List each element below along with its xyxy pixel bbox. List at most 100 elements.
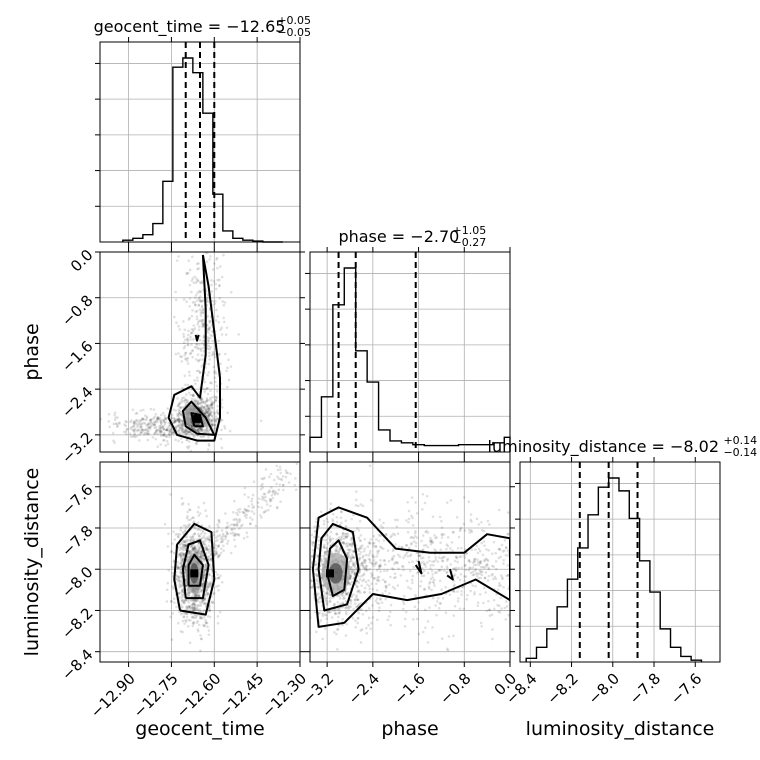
panel-geocent_time-vs-phase-point-578 xyxy=(171,419,175,423)
panel-geocent_time-vs-phase-point-1252 xyxy=(157,417,161,421)
panel-phase-vs-luminosity_distance-point-1314 xyxy=(355,594,359,597)
panel-geocent_time-vs-luminosity_distance-point-969 xyxy=(200,550,203,554)
panel-phase-vs-luminosity_distance-point-777 xyxy=(443,555,446,559)
panel-phase-vs-luminosity_distance-point-663 xyxy=(416,571,419,575)
panel-geocent_time-vs-luminosity_distance-point-510 xyxy=(201,540,205,544)
panel-phase-vs-luminosity_distance-point-1106 xyxy=(341,540,345,544)
panel-phase-vs-luminosity_distance-point-454 xyxy=(424,543,428,547)
panel-phase-vs-luminosity_distance-point-1404 xyxy=(358,602,361,606)
panel-geocent_time-vs-luminosity_distance-point-577 xyxy=(184,598,187,602)
panel-geocent_time-vs-luminosity_distance-point-882 xyxy=(206,549,210,552)
panel-geocent_time-vs-phase-point-39 xyxy=(162,431,166,435)
panel-geocent_time-vs-luminosity_distance-point-644 xyxy=(180,551,184,555)
panel-geocent_time-vs-luminosity_distance-point-293 xyxy=(179,591,183,594)
panel-phase-vs-luminosity_distance-point-1062 xyxy=(373,577,376,580)
panel-phase-vs-luminosity_distance-point-1060 xyxy=(362,558,366,562)
panel-phase-vs-luminosity_distance-point-243 xyxy=(407,561,411,564)
panel-geocent_time-vs-luminosity_distance-point-961 xyxy=(287,481,291,484)
panel-geocent_time-vs-phase-point-1353 xyxy=(166,407,170,410)
panel-geocent_time-vs-phase-point-1172 xyxy=(174,438,177,442)
panel-geocent_time-vs-phase-point-1046 xyxy=(178,409,181,413)
panel-phase-vs-luminosity_distance-point-1079 xyxy=(294,493,297,496)
panel-geocent_time-vs-phase-point-387 xyxy=(162,420,165,424)
panel-phase-vs-luminosity_distance-point-1051 xyxy=(464,563,467,567)
panel-phase-vs-luminosity_distance-point-1124 xyxy=(322,554,326,558)
panel-phase-vs-luminosity_distance-point-626 xyxy=(432,581,436,585)
panel-geocent_time-vs-luminosity_distance-point-504 xyxy=(196,544,199,547)
panel-phase-vs-luminosity_distance-point-209 xyxy=(487,599,490,603)
panel-phase-vs-luminosity_distance-point-104 xyxy=(494,560,498,563)
panel-geocent_time-vs-phase-point-330 xyxy=(180,413,183,416)
panel-phase-vs-luminosity_distance-point-860 xyxy=(363,561,367,564)
panel-geocent_time-vs-phase-point-421 xyxy=(190,331,193,335)
panel-geocent_time-vs-phase-point-1277 xyxy=(176,418,180,422)
panel-geocent_time-vs-phase-point-441 xyxy=(169,433,172,437)
panel-geocent_time-vs-phase-point-547 xyxy=(205,398,209,402)
panel-phase-vs-luminosity_distance-point-1587 xyxy=(483,558,486,562)
panel-geocent_time-vs-luminosity_distance-point-1259 xyxy=(201,553,205,557)
panel-geocent_time-vs-phase-point-1227 xyxy=(200,353,204,357)
panel-geocent_time-vs-phase-point-239 xyxy=(124,420,128,423)
panel-geocent_time-vs-phase-point-117 xyxy=(195,262,199,266)
panel-geocent_time-vs-phase-point-475 xyxy=(184,338,187,342)
panel-phase-vs-luminosity_distance-contour-3 xyxy=(414,560,423,575)
panel-geocent_time-vs-phase-point-105 xyxy=(177,420,181,424)
panel-geocent_time-vs-phase-point-630 xyxy=(210,402,214,405)
panel-geocent_time-vs-luminosity_distance-point-1251 xyxy=(193,548,196,551)
xtick-label-luminosity_distance-3: −7.8 xyxy=(626,670,664,708)
panel-geocent_time-vs-luminosity_distance-point-1003 xyxy=(200,550,204,554)
panel-geocent_time-vs-luminosity_distance-point-798 xyxy=(178,562,182,566)
panel-phase-vs-luminosity_distance-point-250 xyxy=(374,562,378,566)
panel-phase-vs-luminosity_distance-point-880 xyxy=(387,615,391,618)
panel-geocent_time-vs-phase-point-214 xyxy=(150,421,154,425)
panel-geocent_time-vs-luminosity_distance-point-837 xyxy=(281,475,285,478)
panel-geocent_time-vs-luminosity_distance-point-939 xyxy=(276,492,280,496)
panel-geocent_time-vs-luminosity_distance-point-1147 xyxy=(215,552,219,556)
panel-geocent_time-vs-phase-point-449 xyxy=(194,400,198,403)
panel-geocent_time-vs-phase-point-110 xyxy=(200,427,203,431)
panel-phase-vs-luminosity_distance-point-1477 xyxy=(424,530,428,534)
panel-geocent_time-vs-phase-point-1330 xyxy=(215,395,218,399)
panel-geocent_time-vs-phase-point-1376 xyxy=(207,407,210,411)
panel-geocent_time-vs-luminosity_distance-point-976 xyxy=(217,555,220,559)
panel-geocent_time-vs-luminosity_distance-point-241 xyxy=(278,483,282,486)
panel-geocent_time-vs-phase-point-719 xyxy=(177,226,180,229)
panel-phase-vs-luminosity_distance-point-1017 xyxy=(429,542,433,546)
panel-geocent_time-vs-luminosity_distance-point-549 xyxy=(184,544,188,548)
panel-geocent_time-vs-luminosity_distance-point-400 xyxy=(187,550,191,554)
panel-geocent_time-vs-luminosity_distance-point-277 xyxy=(237,520,241,524)
panel-geocent_time-vs-luminosity_distance-point-1067 xyxy=(294,477,297,480)
panel-phase-vs-luminosity_distance-point-921 xyxy=(360,628,364,631)
panel-phase-vs-luminosity_distance-point-1025 xyxy=(349,599,352,602)
panel-phase-vs-luminosity_distance-point-460 xyxy=(440,588,443,592)
panel-phase-vs-luminosity_distance-point-364 xyxy=(347,553,351,557)
panel-geocent_time-vs-phase-point-971 xyxy=(136,429,139,433)
panel-geocent_time-vs-luminosity_distance-point-482 xyxy=(204,602,208,606)
panel-phase-vs-luminosity_distance-point-945 xyxy=(349,583,352,586)
panel-geocent_time-vs-luminosity_distance-point-409 xyxy=(269,497,272,501)
xtick-label-geocent_time-1: −12.75 xyxy=(130,670,182,722)
panel-phase-vs-luminosity_distance-point-1376 xyxy=(377,579,381,583)
panel-phase-vs-luminosity_distance-point-24 xyxy=(460,593,463,596)
panel-phase-vs-luminosity_distance-point-1013 xyxy=(333,630,336,634)
panel-geocent_time-vs-phase-point-212 xyxy=(154,425,158,429)
panel-geocent_time-vs-phase-point-318 xyxy=(158,428,162,431)
panel-geocent_time-vs-phase-point-871 xyxy=(195,315,199,318)
panel-geocent_time-vs-luminosity_distance-point-1309 xyxy=(203,568,207,572)
panel-geocent_time-vs-phase-point-281 xyxy=(173,419,177,423)
panel-geocent_time-vs-luminosity_distance-point-69 xyxy=(246,535,249,539)
panel-geocent_time-vs-phase-point-777 xyxy=(129,427,132,430)
panel-geocent_time-vs-luminosity_distance-point-32 xyxy=(275,464,278,468)
panel-phase-vs-luminosity_distance-point-792 xyxy=(409,543,413,546)
panel-geocent_time-vs-luminosity_distance-point-847 xyxy=(182,601,186,605)
panel-geocent_time-vs-luminosity_distance-point-1391 xyxy=(214,549,217,553)
panel-geocent_time-vs-luminosity_distance-point-495 xyxy=(264,468,268,471)
panel-phase-vs-luminosity_distance-point-1429 xyxy=(406,550,409,554)
panel-geocent_time-vs-phase-point-133 xyxy=(190,424,194,428)
panel-geocent_time-vs-phase-point-735 xyxy=(183,328,187,331)
panel-phase-vs-luminosity_distance-point-361 xyxy=(307,550,310,553)
panel-phase-vs-luminosity_distance-point-1599 xyxy=(457,597,460,600)
panel-geocent_time-vs-luminosity_distance-point-844 xyxy=(184,524,188,528)
panel-phase-vs-luminosity_distance-point-827 xyxy=(428,582,431,585)
ytick-label-phase-1: −2.4 xyxy=(58,383,96,421)
